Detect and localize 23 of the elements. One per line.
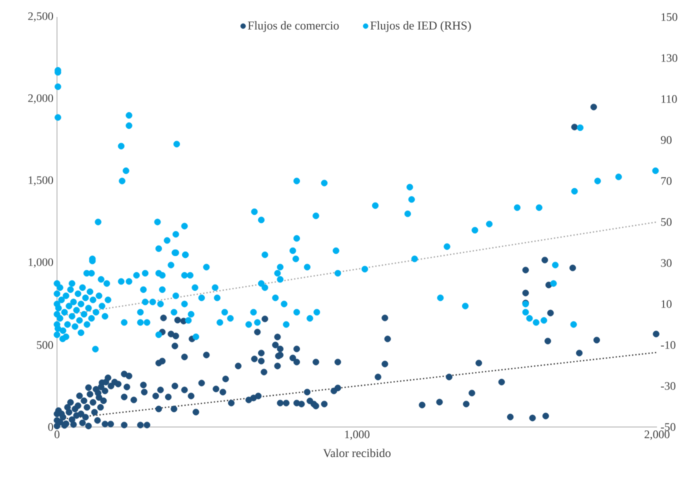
y2-tick-label: 30 xyxy=(661,259,672,267)
y2-tick-label: -50 xyxy=(660,423,676,431)
legend-label: Flujos de IED (RHS) xyxy=(370,21,471,32)
y2-tick-label: 50 xyxy=(661,218,672,226)
y2-tick-label: -10 xyxy=(660,341,676,349)
y-tick-label: 500 xyxy=(36,341,54,349)
y-tick-label: 0 xyxy=(48,423,54,431)
y-tick-label: 2,000 xyxy=(28,94,54,104)
x-tick-label: 0 xyxy=(54,430,60,438)
y2-tick-label: 150 xyxy=(662,13,678,21)
y2-tick-label: 10 xyxy=(662,300,672,308)
y2-tick-label: -30 xyxy=(660,382,676,390)
y2-tick-label: 130 xyxy=(662,54,678,62)
x-axis-title: Valor recibido xyxy=(323,448,391,458)
y2-tick-label: 90 xyxy=(660,136,672,144)
y2-tick-label: 110 xyxy=(662,95,677,103)
legend-label: Flujos de comercio xyxy=(248,21,339,32)
y-tick-label: 1,500 xyxy=(28,176,54,186)
x-tick-label: 1,000 xyxy=(345,430,370,440)
y-tick-label: 2,500 xyxy=(28,12,54,22)
x-tick-label: 2,000 xyxy=(644,430,670,440)
y2-tick-label: 70 xyxy=(661,177,672,185)
y-tick-label: 1,000 xyxy=(28,258,54,268)
